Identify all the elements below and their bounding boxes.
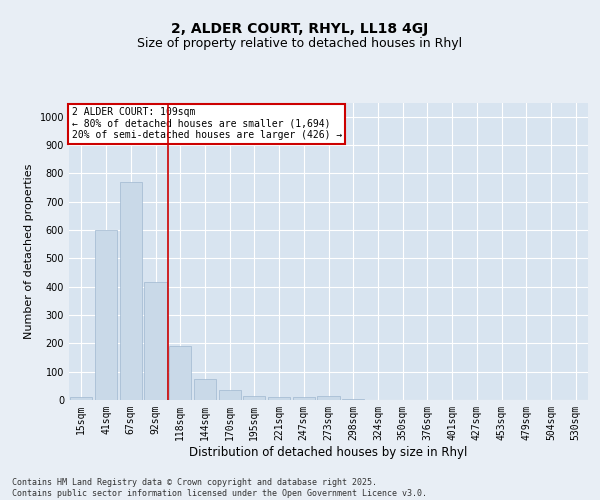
Bar [243, 396, 265, 400]
Bar [169, 346, 191, 400]
Text: Contains HM Land Registry data © Crown copyright and database right 2025.
Contai: Contains HM Land Registry data © Crown c… [12, 478, 427, 498]
Bar [317, 396, 340, 400]
Bar [293, 397, 315, 400]
Y-axis label: Number of detached properties: Number of detached properties [24, 164, 34, 339]
Bar [268, 397, 290, 400]
Bar [342, 398, 364, 400]
Bar [70, 397, 92, 400]
X-axis label: Distribution of detached houses by size in Rhyl: Distribution of detached houses by size … [190, 446, 467, 458]
Bar [119, 182, 142, 400]
Bar [95, 230, 117, 400]
Text: 2 ALDER COURT: 109sqm
← 80% of detached houses are smaller (1,694)
20% of semi-d: 2 ALDER COURT: 109sqm ← 80% of detached … [71, 107, 342, 140]
Bar [145, 282, 167, 400]
Text: Size of property relative to detached houses in Rhyl: Size of property relative to detached ho… [137, 38, 463, 51]
Bar [218, 390, 241, 400]
Text: 2, ALDER COURT, RHYL, LL18 4GJ: 2, ALDER COURT, RHYL, LL18 4GJ [172, 22, 428, 36]
Bar [194, 379, 216, 400]
